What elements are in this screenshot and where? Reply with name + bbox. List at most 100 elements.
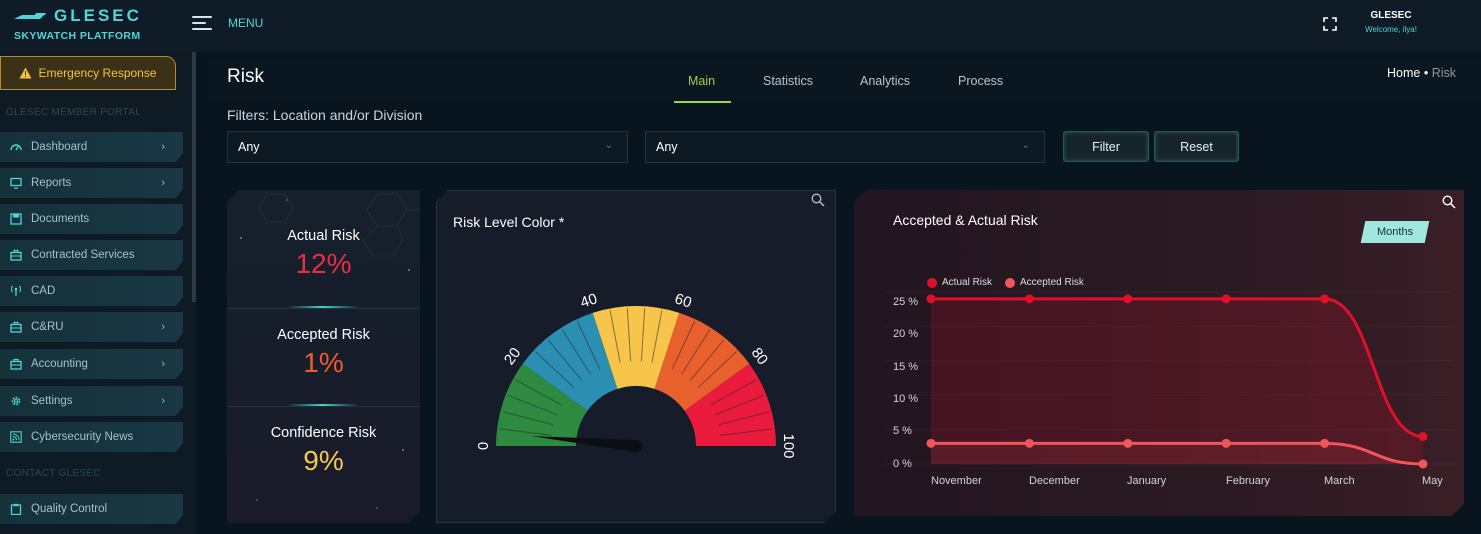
x-tick-label: March bbox=[1324, 475, 1355, 487]
gauge-tick-label: 20 bbox=[501, 345, 525, 368]
sidebar-item-label: Accounting bbox=[31, 358, 88, 370]
sidebar-item-dashboard[interactable]: Dashboard › bbox=[0, 132, 183, 162]
filter-button[interactable]: Filter bbox=[1063, 131, 1149, 162]
chevron-right-icon: › bbox=[161, 141, 165, 153]
gauge-title: Risk Level Color * bbox=[453, 214, 565, 230]
y-tick-label: 0 % bbox=[893, 458, 912, 470]
gauge-minor-tick bbox=[547, 339, 583, 381]
gauge-minor-tick bbox=[609, 310, 621, 363]
tab-process[interactable]: Process bbox=[958, 74, 1004, 88]
tab-main[interactable]: Main bbox=[688, 74, 716, 88]
kpi-glow-separator bbox=[287, 404, 359, 406]
active-tab-indicator bbox=[674, 101, 731, 103]
legend-actual-risk[interactable]: Actual Risk bbox=[927, 277, 992, 288]
breadcrumb-home[interactable]: Home bbox=[1387, 66, 1421, 80]
gauge-minor-tick bbox=[671, 320, 696, 370]
fullscreen-icon[interactable] bbox=[1323, 17, 1337, 31]
series-point-0 bbox=[1418, 431, 1428, 441]
gauge-minor-tick bbox=[689, 339, 725, 381]
reset-button[interactable]: Reset bbox=[1154, 131, 1239, 162]
tab-statistics[interactable]: Statistics bbox=[763, 74, 814, 88]
gauge-minor-tick bbox=[718, 411, 770, 426]
division-select-value: Any bbox=[656, 140, 678, 154]
y-tick-label: 25 % bbox=[893, 296, 919, 308]
kpi-confidence-risk: Confidence Risk 9% bbox=[227, 425, 420, 477]
sidebar-item-label: Quality Control bbox=[31, 503, 108, 515]
section-label-member-portal: GLESEC MEMBER PORTAL bbox=[6, 107, 142, 118]
brand-logo[interactable]: GLESEC SKYWATCH PLATFORM bbox=[14, 6, 164, 42]
gauge-tick-label: 0 bbox=[475, 442, 492, 450]
gauge-minor-tick bbox=[714, 394, 765, 416]
kpi-label: Actual Risk bbox=[287, 228, 360, 244]
briefcase-icon bbox=[10, 358, 22, 370]
location-select[interactable]: Any ⌄ bbox=[227, 131, 628, 163]
gauge-minor-tick bbox=[499, 428, 552, 436]
kpi-glow-separator bbox=[287, 306, 359, 308]
breadcrumb-current: Risk bbox=[1431, 66, 1457, 80]
warning-icon bbox=[19, 67, 32, 79]
kpi-value: 12% bbox=[295, 248, 352, 279]
gauge-minor-tick bbox=[502, 411, 554, 426]
sidebar-item-label: Dashboard bbox=[31, 141, 88, 153]
zoom-icon[interactable] bbox=[811, 193, 825, 207]
menu-button[interactable]: MENU bbox=[192, 16, 263, 30]
gauge-minor-tick bbox=[576, 320, 601, 370]
sidebar-item-cru[interactable]: C&RU › bbox=[0, 312, 183, 342]
kpi-label: Confidence Risk bbox=[270, 425, 377, 441]
location-select-value: Any bbox=[238, 140, 260, 154]
months-toggle-button[interactable]: Months bbox=[1360, 221, 1430, 243]
sidebar-item-quality-control[interactable]: Quality Control bbox=[0, 494, 183, 524]
sidebar-item-contracted-services[interactable]: Contracted Services bbox=[0, 240, 183, 270]
division-select[interactable]: Any ⌄ bbox=[645, 131, 1045, 163]
rss-icon bbox=[10, 431, 22, 443]
sidebar-item-label: Documents bbox=[31, 213, 90, 225]
legend-accepted-risk[interactable]: Accepted Risk bbox=[1005, 277, 1084, 288]
kpi-accepted-risk: Accepted Risk 1% bbox=[227, 327, 420, 379]
sidebar-item-label: Contracted Services bbox=[31, 249, 135, 261]
brand-subtitle: SKYWATCH PLATFORM bbox=[14, 30, 141, 42]
chevron-right-icon: › bbox=[161, 321, 165, 333]
accepted-actual-risk-card bbox=[854, 190, 1464, 516]
sidebar-item-cybersecurity-news[interactable]: Cybersecurity News bbox=[0, 422, 183, 452]
kpi-value: 9% bbox=[303, 445, 344, 476]
kpi-label: Accepted Risk bbox=[277, 327, 370, 343]
gauge-minor-tick bbox=[626, 308, 632, 362]
series-point-0 bbox=[926, 294, 936, 304]
y-tick-label: 5 % bbox=[893, 425, 912, 437]
gauge-tick-label: 100 bbox=[780, 433, 797, 458]
tab-analytics[interactable]: Analytics bbox=[860, 74, 911, 88]
sidebar-item-reports[interactable]: Reports › bbox=[0, 168, 183, 198]
risk-kpi-card: Actual Risk 12% Accepted Risk 1% Confide… bbox=[227, 190, 420, 523]
chevron-right-icon: › bbox=[161, 358, 165, 370]
gauge-band-0 bbox=[496, 363, 588, 446]
sidebar-scrollbar[interactable] bbox=[192, 52, 196, 302]
zoom-icon[interactable] bbox=[1442, 195, 1456, 209]
gauge-needle-hub bbox=[630, 440, 642, 452]
kpi-actual-risk: Actual Risk 12% bbox=[227, 228, 420, 280]
sidebar-item-label: Cybersecurity News bbox=[31, 431, 134, 443]
user-menu[interactable]: GLESEC Welcome, ilya! bbox=[1356, 10, 1426, 34]
sidebar-item-settings[interactable]: Settings › bbox=[0, 386, 183, 416]
gauge-tick-label: 60 bbox=[673, 290, 694, 311]
gauge-minor-tick bbox=[651, 310, 663, 363]
gauge-needle bbox=[531, 436, 637, 452]
floppy-icon bbox=[10, 213, 22, 225]
risk-gauge: 0 20 40 60 80 100 bbox=[475, 290, 797, 458]
clipboard-icon bbox=[10, 503, 22, 515]
series-point-1 bbox=[1123, 438, 1133, 448]
briefcase-icon bbox=[10, 249, 22, 261]
sidebar-item-cad[interactable]: CAD bbox=[0, 276, 183, 306]
sidebar-item-accounting[interactable]: Accounting › bbox=[0, 349, 183, 379]
chart-title: Accepted & Actual Risk bbox=[893, 212, 1038, 228]
emergency-response-button[interactable]: Emergency Response bbox=[0, 56, 176, 90]
main-header bbox=[208, 58, 1481, 102]
gauge-band-3 bbox=[654, 312, 750, 411]
series-line-1 bbox=[931, 441, 1424, 466]
gauge-band-1 bbox=[522, 312, 618, 411]
sidebar-item-documents[interactable]: Documents bbox=[0, 204, 183, 234]
series-area-0 bbox=[931, 298, 1423, 464]
hamburger-icon bbox=[192, 16, 212, 30]
months-toggle-label: Months bbox=[1376, 226, 1414, 238]
y-tick-label: 15 % bbox=[893, 361, 919, 373]
gauge-icon bbox=[10, 144, 22, 151]
